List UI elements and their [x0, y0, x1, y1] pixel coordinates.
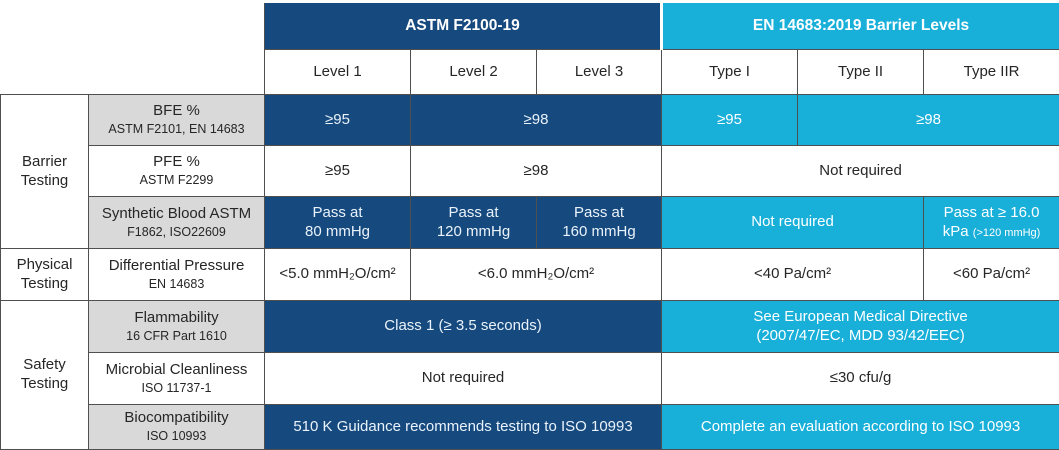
test-standard: ASTM F2299 [93, 173, 260, 189]
column-header-level1: Level 1 [265, 50, 411, 95]
cell-synblood-level1: Pass at 80 mmHg [265, 197, 411, 249]
row-bfe: Barrier Testing BFE % ASTM F2101, EN 146… [1, 95, 1059, 146]
value-line: kPa (>120 mmHg) [928, 223, 1055, 242]
cell-pfe-level1: ≥95 [265, 146, 411, 197]
cell-pfe-en-all: Not required [662, 146, 1059, 197]
test-standard: F1862, ISO22609 [93, 225, 260, 241]
value-line: Pass at [269, 204, 406, 223]
value-line: 120 mmHg [415, 223, 532, 242]
value-line: Pass at ≥ 16.0 [928, 204, 1055, 223]
test-name: Differential Pressure [93, 257, 260, 276]
test-label-flammability: Flammability 16 CFR Part 1610 [89, 301, 265, 353]
cell-synblood-type1-2: Not required [662, 197, 924, 249]
row-synthetic-blood: Synthetic Blood ASTM F1862, ISO22609 Pas… [1, 197, 1059, 249]
test-name: Synthetic Blood ASTM [93, 205, 260, 224]
column-header-type1: Type I [662, 50, 798, 95]
test-standard: ISO 10993 [93, 429, 260, 445]
test-standard: ASTM F2101, EN 14683 [93, 122, 260, 138]
cell-synblood-level2: Pass at 120 mmHg [411, 197, 537, 249]
test-standard: EN 14683 [93, 277, 260, 293]
cell-biocompatibility-astm: 510 K Guidance recommends testing to ISO… [265, 405, 662, 450]
value-line: Pass at [541, 204, 657, 223]
en-standard-header: EN 14683:2019 Barrier Levels [662, 2, 1059, 50]
test-name: BFE % [93, 102, 260, 121]
cell-diffpress-level2-3: <6.0 mmH₂O/cm² [411, 249, 662, 301]
cell-flammability-astm: Class 1 (≥ 3.5 seconds) [265, 301, 662, 353]
cell-flammability-en: See European Medical Directive (2007/47/… [662, 301, 1059, 353]
test-name: Flammability [93, 309, 260, 328]
cell-pfe-level2-3: ≥98 [411, 146, 662, 197]
group-barrier-testing: Barrier Testing [1, 95, 89, 249]
test-name: Microbial Cleanliness [93, 361, 260, 380]
test-name: Biocompatibility [93, 409, 260, 428]
corner-blank [1, 50, 265, 95]
row-differential-pressure: Physical Testing Differential Pressure E… [1, 249, 1059, 301]
test-label-microbial: Microbial Cleanliness ISO 11737-1 [89, 353, 265, 405]
header-row-levels: Level 1 Level 2 Level 3 Type I Type II T… [1, 50, 1059, 95]
value-line: Pass at [415, 204, 532, 223]
test-label-biocompatibility: Biocompatibility ISO 10993 [89, 405, 265, 450]
cell-bfe-level1: ≥95 [265, 95, 411, 146]
value-line: See European Medical Directive [666, 308, 1055, 327]
row-biocompatibility: Biocompatibility ISO 10993 510 K Guidanc… [1, 405, 1059, 450]
column-header-level2: Level 2 [411, 50, 537, 95]
test-label-synthetic-blood: Synthetic Blood ASTM F1862, ISO22609 [89, 197, 265, 249]
value-line: (2007/47/EC, MDD 93/42/EEC) [666, 327, 1055, 346]
test-label-bfe: BFE % ASTM F2101, EN 14683 [89, 95, 265, 146]
row-flammability: Safety Testing Flammability 16 CFR Part … [1, 301, 1059, 353]
test-standard: ISO 11737-1 [93, 381, 260, 397]
row-microbial-cleanliness: Microbial Cleanliness ISO 11737-1 Not re… [1, 353, 1059, 405]
test-standard: 16 CFR Part 1610 [93, 329, 260, 345]
test-name: PFE % [93, 153, 260, 172]
test-label-pfe: PFE % ASTM F2299 [89, 146, 265, 197]
column-header-type2: Type II [798, 50, 924, 95]
cell-diffpress-level1: <5.0 mmH₂O/cm² [265, 249, 411, 301]
cell-bfe-type2-2r: ≥98 [798, 95, 1059, 146]
cell-synblood-type2r: Pass at ≥ 16.0 kPa (>120 mmHg) [924, 197, 1059, 249]
cell-microbial-en: ≤30 cfu/g [662, 353, 1059, 405]
cell-bfe-type1: ≥95 [662, 95, 798, 146]
cell-diffpress-type2r: <60 Pa/cm² [924, 249, 1059, 301]
group-physical-testing: Physical Testing [1, 249, 89, 301]
cell-diffpress-type1-2: <40 Pa/cm² [662, 249, 924, 301]
column-header-type2r: Type IIR [924, 50, 1059, 95]
test-label-differential-pressure: Differential Pressure EN 14683 [89, 249, 265, 301]
cell-biocompatibility-en: Complete an evaluation according to ISO … [662, 405, 1059, 450]
value-line: 160 mmHg [541, 223, 657, 242]
header-row-standards: ASTM F2100-19 EN 14683:2019 Barrier Leve… [1, 2, 1059, 50]
cell-microbial-astm: Not required [265, 353, 662, 405]
cell-synblood-level3: Pass at 160 mmHg [537, 197, 662, 249]
column-header-level3: Level 3 [537, 50, 662, 95]
value-note: (>120 mmHg) [973, 227, 1041, 239]
value-line: 80 mmHg [269, 223, 406, 242]
corner-blank [1, 2, 265, 50]
astm-standard-header: ASTM F2100-19 [265, 2, 662, 50]
cell-bfe-level2-3: ≥98 [411, 95, 662, 146]
group-safety-testing: Safety Testing [1, 301, 89, 450]
value-unit: kPa [943, 223, 973, 240]
row-pfe: PFE % ASTM F2299 ≥95 ≥98 Not required [1, 146, 1059, 197]
